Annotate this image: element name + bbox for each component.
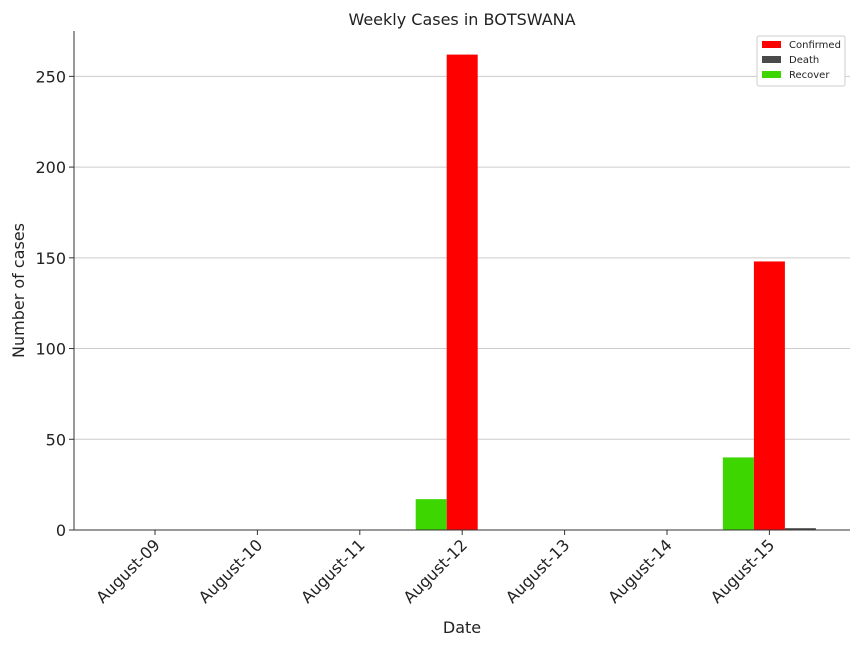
y-tick-labels: 0 50 100 150 200 250 bbox=[35, 67, 74, 540]
bar-confirmed bbox=[753, 261, 785, 530]
x-axis-title: Date bbox=[443, 618, 481, 637]
x-tick-label: August-12 bbox=[400, 535, 472, 607]
bar-recover bbox=[722, 457, 754, 530]
legend-swatch-confirmed bbox=[762, 41, 781, 48]
y-tick-label: 200 bbox=[35, 158, 66, 177]
x-tick-label: August-15 bbox=[707, 535, 779, 607]
x-tick-label: August-11 bbox=[297, 535, 369, 607]
legend: Confirmed Death Recover bbox=[756, 35, 846, 87]
y-tick-label: 100 bbox=[35, 340, 66, 359]
x-tick-label: August-13 bbox=[502, 535, 574, 607]
x-tick-label: August-09 bbox=[92, 535, 164, 607]
bars bbox=[415, 54, 816, 531]
y-tick-label: 150 bbox=[35, 249, 66, 268]
x-tick-label: August-14 bbox=[604, 535, 676, 607]
y-tick-label: 250 bbox=[35, 67, 66, 86]
bar-confirmed bbox=[446, 54, 478, 531]
legend-swatch-death bbox=[762, 56, 781, 63]
y-axis-title: Number of cases bbox=[9, 223, 28, 358]
chart-title: Weekly Cases in BOTSWANA bbox=[348, 10, 575, 29]
legend-label-death: Death bbox=[789, 55, 819, 66]
bar-death bbox=[784, 528, 816, 530]
y-tick-label: 50 bbox=[46, 430, 66, 449]
y-tick-label: 0 bbox=[56, 521, 66, 540]
x-tick-labels: August-09 August-10 August-11 August-12 Augu… bbox=[92, 530, 778, 607]
legend-label-recover: Recover bbox=[789, 70, 830, 81]
bar-recover bbox=[415, 499, 447, 530]
legend-label-confirmed: Confirmed bbox=[789, 40, 841, 51]
legend-swatch-recover bbox=[762, 71, 781, 78]
x-tick-label: August-10 bbox=[195, 535, 267, 607]
